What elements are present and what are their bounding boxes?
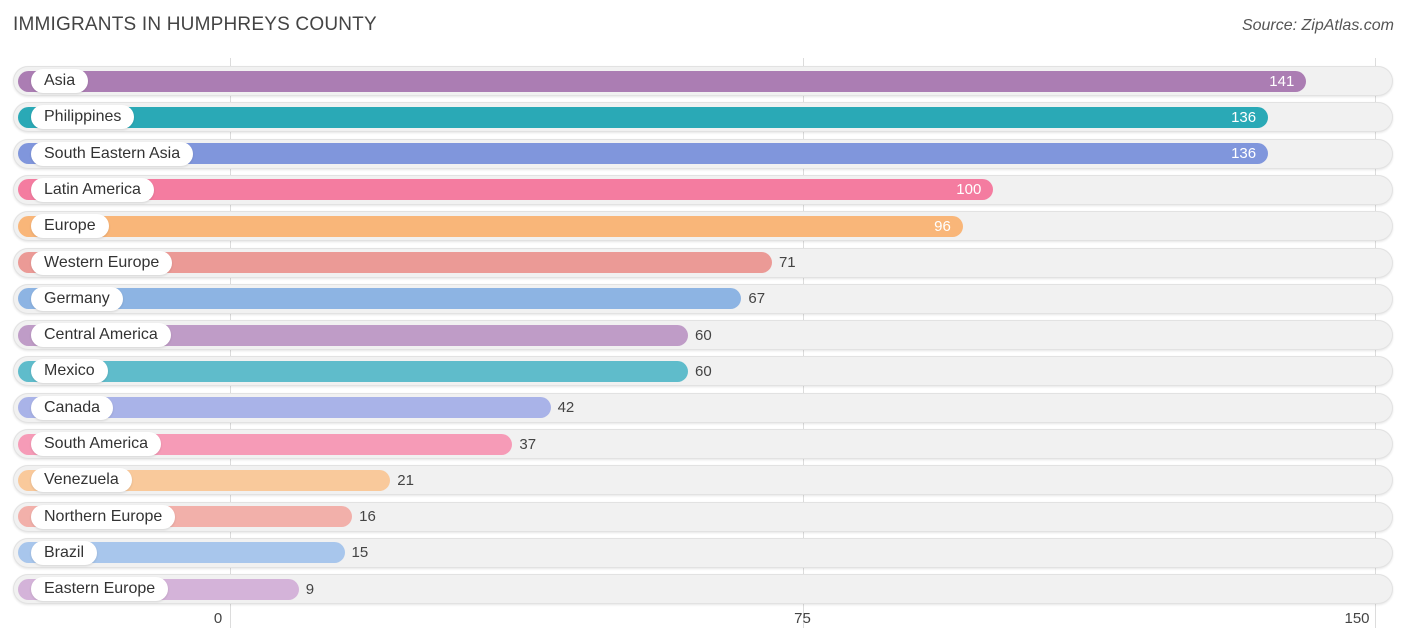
data-label: 16 (359, 508, 376, 526)
category-label: South Eastern Asia (31, 141, 194, 166)
category-label: Brazil (31, 540, 98, 565)
data-label: 141 (1269, 72, 1295, 90)
category-label: Asia (31, 69, 89, 93)
data-label: 15 (351, 544, 369, 562)
bar (18, 542, 345, 564)
bar (18, 360, 688, 382)
bar (18, 252, 772, 273)
category-label: Eastern Europe (31, 577, 169, 602)
category-label: Venezuela (31, 468, 132, 493)
bar (18, 288, 742, 310)
data-label: 9 (305, 580, 315, 598)
category-label: Northern Europe (31, 504, 176, 529)
category-label: Canada (31, 395, 114, 420)
x-tick-label: 150 (1344, 610, 1370, 627)
x-tick-label: 75 (794, 610, 811, 627)
category-label: Central America (31, 323, 171, 348)
category-label: Mexico (31, 359, 108, 384)
category-label: Western Europe (31, 250, 173, 275)
data-label: 42 (557, 399, 575, 417)
category-label: Germany (31, 286, 123, 311)
bar (18, 397, 551, 419)
category-label: South America (31, 432, 162, 456)
data-label: 60 (695, 362, 712, 380)
x-tick-label: 0 (213, 610, 223, 627)
bar (18, 143, 1269, 165)
chart-source: Source: ZipAtlas.com (1241, 17, 1394, 34)
category-label: Europe (31, 214, 109, 239)
data-label: 60 (695, 326, 712, 344)
data-label: 67 (748, 290, 766, 308)
bar (18, 324, 688, 346)
bar (18, 179, 994, 201)
data-label: 136 (1231, 145, 1257, 163)
data-label: 96 (934, 217, 951, 235)
data-label: 100 (956, 181, 982, 199)
category-label: Latin America (31, 177, 154, 202)
chart-title: IMMIGRANTS IN HUMPHREYS COUNTY (13, 14, 377, 35)
bar (18, 215, 963, 237)
bar (18, 106, 1269, 128)
data-label: 71 (778, 254, 796, 271)
category-label: Philippines (31, 105, 135, 130)
bar (18, 70, 1307, 92)
data-label: 136 (1231, 108, 1257, 126)
data-label: 21 (397, 471, 414, 489)
data-label: 37 (519, 435, 537, 453)
